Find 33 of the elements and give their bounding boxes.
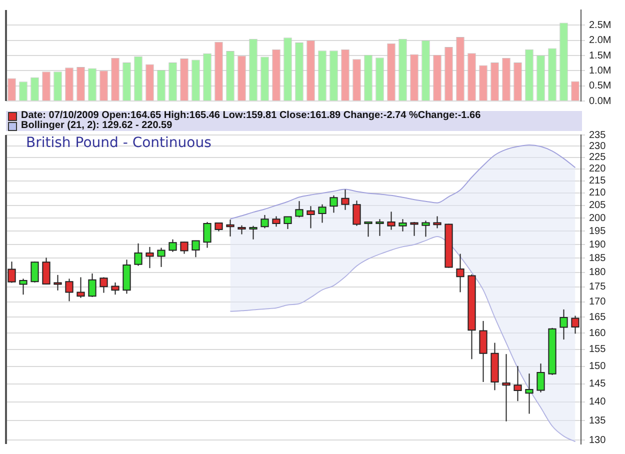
- y-tick-label: 235: [589, 130, 606, 141]
- y-tick-label: 150: [589, 361, 606, 372]
- y-tick-label: 185: [589, 253, 606, 264]
- chart-title: British Pound - Continuous: [26, 135, 212, 151]
- line-series: [230, 144, 576, 220]
- y-tick-label: 1.5M: [589, 50, 612, 62]
- y-tick-label: 205: [589, 200, 606, 212]
- y-tick-label: 215: [589, 176, 606, 187]
- y-tick-label: 2.5M: [589, 20, 612, 31]
- y-tick-label: 220: [589, 164, 606, 175]
- y-tick-label: 230: [589, 140, 606, 152]
- y-tick-label: 130: [589, 434, 606, 446]
- y-tick-label: 145: [589, 378, 606, 390]
- y-tick-label: 170: [589, 296, 606, 308]
- text: Date: 07/10/2009 Open:164.65 High:165.46 Low:159.81 Close:161.89 Change:-2.74 %Change:-1.66: [21, 110, 481, 121]
- y-tick-label: 160: [589, 328, 606, 339]
- y-tick-label: 180: [589, 267, 606, 278]
- y-tick-label: 140: [589, 396, 606, 408]
- y-tick-label: 0.5M: [589, 80, 612, 92]
- text: Bollinger (21, 2): 129.62 - 220.59: [21, 120, 172, 131]
- y-tick-label: 165: [589, 312, 606, 323]
- y-tick-label: 225: [589, 152, 606, 164]
- y-tick-label: 175: [589, 282, 606, 293]
- y-tick-label: 0.0M: [589, 96, 612, 107]
- y-tick-label: 155: [589, 344, 606, 356]
- y-tick-label: 195: [589, 226, 606, 237]
- y-tick-label: 2.0M: [589, 35, 612, 46]
- y-tick-label: 1.0M: [589, 65, 612, 76]
- line-series: [230, 236, 576, 442]
- y-tick-label: 135: [589, 415, 606, 426]
- y-tick-label: 210: [589, 188, 606, 199]
- y-tick-label: 200: [589, 212, 606, 224]
- y-tick-label: 190: [589, 239, 606, 250]
